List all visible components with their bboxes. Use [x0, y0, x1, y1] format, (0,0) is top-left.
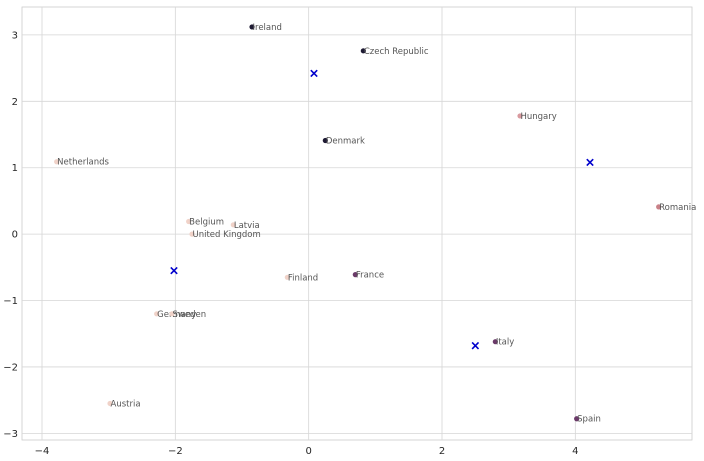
point-label: Germany — [157, 310, 196, 320]
point-label: Ireland — [253, 23, 282, 33]
point-label: Czech Republic — [364, 47, 429, 57]
centroid-marker — [471, 341, 480, 350]
point-label: Netherlands — [57, 158, 109, 168]
point-label: United Kingdom — [193, 230, 261, 240]
centroid-stroke — [471, 341, 480, 350]
point-label: Sweden — [173, 310, 207, 320]
data-point — [189, 231, 195, 237]
x-tick-label: 2 — [439, 446, 445, 457]
data-points: Ireland Czech Republic Hungary Denmark Nethe… — [54, 23, 696, 425]
data-point — [169, 311, 175, 317]
y-tick-label: 2 — [12, 97, 18, 108]
tick-labels: −4 −2 0 2 4 −3 −2 −1 0 1 2 3 — [3, 30, 578, 457]
data-point — [284, 274, 290, 280]
y-tick-label: 1 — [12, 163, 18, 174]
y-tick-label: −1 — [3, 296, 18, 307]
data-point — [54, 159, 60, 165]
cluster-centroids — [170, 69, 594, 350]
y-tick-label: −2 — [3, 362, 18, 373]
centroid-marker — [586, 158, 594, 167]
centroid-marker — [170, 266, 178, 275]
centroid-stroke — [586, 158, 594, 167]
data-point — [656, 204, 662, 210]
centroid-marker — [310, 69, 318, 78]
y-tick-label: −3 — [3, 429, 18, 440]
point-label: Finland — [288, 273, 318, 283]
data-point — [186, 218, 192, 225]
data-point — [352, 272, 358, 278]
point-label: Latvia — [234, 221, 260, 231]
data-point — [230, 222, 236, 228]
x-tick-label: 4 — [572, 446, 578, 457]
data-point — [492, 339, 498, 345]
data-point — [574, 416, 580, 422]
point-label: Spain — [577, 415, 601, 425]
data-point — [107, 400, 113, 407]
data-point — [322, 137, 328, 144]
y-tick-label: 3 — [12, 30, 18, 41]
x-tick-label: −4 — [35, 446, 50, 457]
data-point — [249, 24, 255, 30]
plot-area — [21, 6, 693, 441]
centroid-stroke — [170, 266, 178, 275]
point-label: Italy — [496, 338, 514, 348]
grid-lines — [22, 7, 692, 440]
data-point — [517, 113, 523, 119]
centroid-stroke — [310, 69, 318, 78]
point-label: Romania — [659, 203, 696, 213]
data-point — [360, 48, 366, 54]
point-label: Hungary — [521, 112, 557, 122]
point-label: Belgium — [189, 218, 224, 228]
point-label: France — [356, 271, 384, 281]
y-tick-label: 0 — [12, 230, 18, 241]
point-label: Denmark — [326, 136, 365, 146]
point-label: Austria — [111, 399, 141, 409]
x-tick-label: 0 — [305, 446, 311, 457]
x-tick-label: −2 — [168, 446, 183, 457]
data-point — [154, 311, 160, 317]
